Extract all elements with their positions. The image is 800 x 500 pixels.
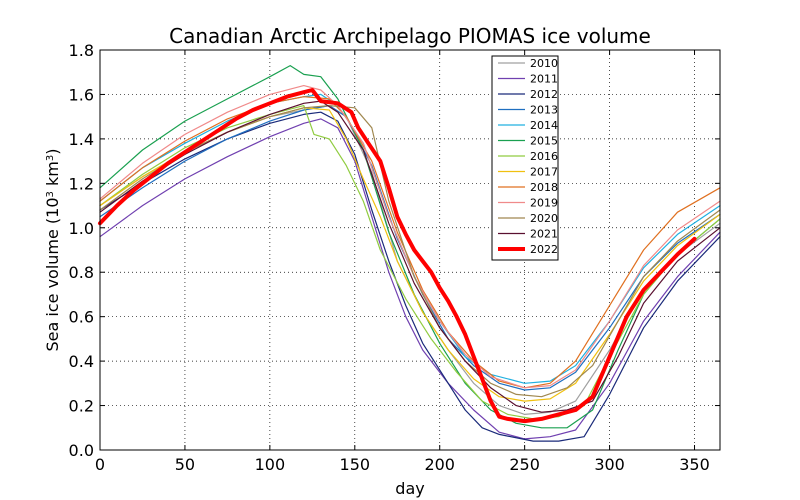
y-tick-label: 1.6 [69,85,94,104]
x-tick-label: 350 [679,455,710,474]
y-axis-label-main: Sea ice volume (10 [43,197,62,351]
series-line-2021 [99,100,721,413]
series-line-2012 [99,111,721,442]
plot-frame [99,49,721,451]
legend-label-2021: 2021 [530,228,558,241]
legend-label-2022: 2022 [530,243,558,256]
y-tick-labels: 0.0 0.2 0.4 0.6 0.8 1.0 1.2 1.4 1.6 1.8 [69,41,94,460]
series-lines [98,65,721,442]
legend-label-2020: 2020 [530,212,558,225]
series-line-2019 [99,85,721,389]
y-axis-label-end: ) [43,149,62,155]
series-line-2017 [99,107,721,402]
y-tick-label: 1.4 [69,130,94,149]
x-tick-label: 0 [95,455,105,474]
series-line-2022 [98,88,697,424]
chart-title: Canadian Arctic Archipelago PIOMAS ice v… [169,24,651,48]
axis-ticks [99,49,720,451]
legend-box [491,55,559,261]
x-tick-label: 100 [255,455,286,474]
legend-label-2016: 2016 [530,150,558,163]
y-tick-label: 1.2 [69,174,94,193]
series-line-2015 [99,65,721,429]
y-tick-label: 1.8 [69,41,94,60]
legend-label-2012: 2012 [530,88,558,101]
legend-label-2017: 2017 [530,166,558,179]
y-axis-label-sup2: 3 [45,155,56,161]
y-axis-label: Sea ice volume (103 km3) [43,149,62,352]
series-line-2020 [99,105,721,398]
x-tick-label: 200 [424,455,455,474]
y-axis-label-mid: km [43,161,62,191]
series-line-2011 [99,118,721,440]
legend-label-2010: 2010 [530,57,558,70]
x-tick-label: 300 [594,455,625,474]
legend-label-2013: 2013 [530,104,558,117]
legend: 2010 2011 2012 2013 2014 2015 2016 2017 2018 2019… [491,55,559,261]
x-tick-labels: 0 50 100 150 200 250 300 350 [95,455,710,474]
y-tick-label: 0.4 [69,352,94,371]
legend-label-2015: 2015 [530,135,558,148]
x-tick-label: 150 [340,455,371,474]
y-axis-label-sup1: 3 [45,191,56,197]
y-tick-label: 0.8 [69,263,94,282]
y-tick-label: 0.6 [69,308,94,327]
series-line-2016 [99,105,721,420]
x-tick-label: 50 [175,455,195,474]
legend-label-2019: 2019 [530,197,558,210]
y-tick-label: 0.0 [69,441,94,460]
y-tick-label: 1.0 [69,219,94,238]
x-axis-label: day [395,479,424,498]
x-tick-label: 250 [509,455,540,474]
legend-label-2014: 2014 [530,119,558,132]
legend-label-2011: 2011 [530,73,558,86]
y-tick-label: 0.2 [69,397,94,416]
legend-label-2018: 2018 [530,181,558,194]
grid-lines [99,49,720,451]
